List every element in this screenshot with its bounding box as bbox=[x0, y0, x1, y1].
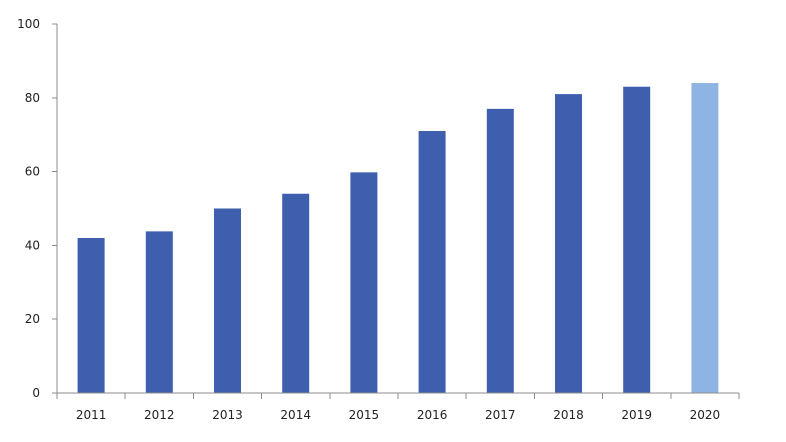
bar-2016 bbox=[418, 131, 446, 393]
bar-2012 bbox=[145, 231, 173, 393]
x-tick-label: 2020 bbox=[690, 408, 721, 422]
x-tick-label: 2013 bbox=[212, 408, 243, 422]
bar-2017 bbox=[486, 108, 514, 394]
bar-2013 bbox=[214, 208, 241, 393]
x-tick-label: 2011 bbox=[76, 408, 107, 422]
bar-2011 bbox=[77, 238, 105, 393]
bar-2014 bbox=[282, 193, 310, 393]
axes-lines bbox=[56, 24, 739, 394]
y-tick-label: 40 bbox=[25, 238, 40, 252]
x-tick-label: 2019 bbox=[621, 408, 652, 422]
x-tick-label: 2018 bbox=[553, 408, 584, 422]
x-tick-label: 2016 bbox=[417, 408, 448, 422]
y-tick-label: 0 bbox=[32, 386, 40, 400]
y-tick-label: 60 bbox=[25, 165, 40, 179]
x-tick-label: 2017 bbox=[485, 408, 516, 422]
x-tick-label: 2014 bbox=[280, 408, 311, 422]
y-tick-label: 80 bbox=[25, 91, 40, 105]
y-axis: 0 20 40 60 80 100 bbox=[17, 17, 57, 400]
x-axis: 2011 2012 2013 2014 2015 2016 2017 2018 2019 2020 bbox=[56, 393, 740, 422]
bar-series bbox=[77, 83, 719, 394]
bar-2019 bbox=[623, 86, 651, 393]
bar-2020 bbox=[691, 83, 719, 393]
x-tick-label: 2012 bbox=[144, 408, 175, 422]
y-tick-label: 20 bbox=[25, 312, 40, 326]
bar-2018 bbox=[555, 94, 582, 394]
bar-2015 bbox=[350, 172, 378, 393]
y-tick-label: 100 bbox=[17, 17, 40, 31]
x-tick-label: 2015 bbox=[349, 408, 380, 422]
